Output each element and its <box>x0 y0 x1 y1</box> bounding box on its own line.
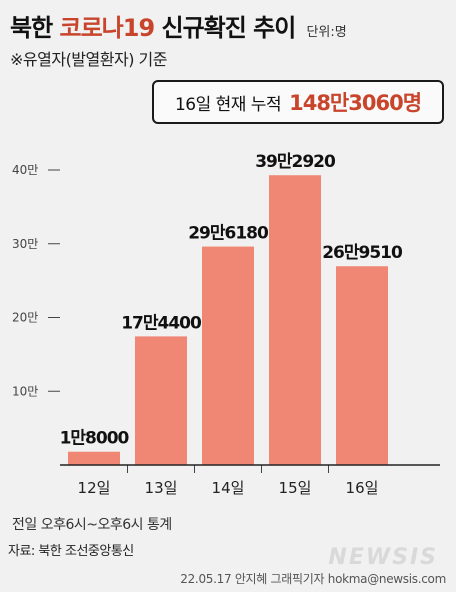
newsis-logo: NEWSIS <box>328 545 438 570</box>
chart-subtitle: ※유열자(발열환자) 기준 <box>10 50 167 69</box>
category-labels: 12일 13일 14일 15일 16일 <box>78 465 379 497</box>
bar-1 <box>68 451 120 465</box>
cumulative-total-value: 148만3060명 <box>289 91 422 115</box>
category-label-1: 12일 <box>78 479 111 497</box>
cumulative-total-label: 16일 현재 누적 <box>174 94 282 115</box>
bar-2 <box>135 336 187 465</box>
title-row: 북한 코로나19 신규확진 추이 단위:명 <box>10 8 347 43</box>
bar-chart: 10만 20만 30만 40만 1만8000 17만4400 29만6180 39만2920… <box>12 152 440 497</box>
cumulative-total-box: 16일 현재 누적 148만3060명 <box>152 80 444 124</box>
bars <box>68 175 388 465</box>
category-label-5: 16일 <box>346 479 379 497</box>
y-tick-label: 10만 <box>12 384 38 398</box>
unit-label: 단위:명 <box>306 25 347 40</box>
title-prefix: 북한 <box>10 14 60 42</box>
y-tick-label: 20만 <box>12 311 38 325</box>
credit-line: 22.05.17 안지혜 그래픽기자 hokma@newsis.com <box>180 572 446 586</box>
category-label-4: 15일 <box>279 479 312 497</box>
chart-title: 북한 코로나19 신규확진 추이 <box>10 14 297 42</box>
data-label-5: 26만9510 <box>322 243 403 263</box>
data-labels: 1만8000 17만4400 29만6180 39만2920 26만9510 <box>60 152 404 449</box>
title-highlight: 코로나19 <box>59 14 156 42</box>
bar-5 <box>336 266 388 465</box>
data-label-2: 17만4400 <box>121 313 202 333</box>
bar-4 <box>269 175 321 465</box>
bar-3 <box>202 246 254 465</box>
source-line: 자료: 북한 조선중앙통신 <box>8 544 134 559</box>
footnote: 전일 오후6시~오후6시 통계 <box>12 517 172 533</box>
data-label-1: 1만8000 <box>60 429 130 449</box>
category-label-3: 14일 <box>212 479 245 497</box>
y-tick-label: 30만 <box>12 237 38 251</box>
y-axis: 10만 20만 30만 40만 <box>12 163 60 398</box>
y-tick-label: 40만 <box>12 163 38 177</box>
title-suffix: 신규확진 추이 <box>154 14 297 42</box>
data-label-4: 39만2920 <box>255 152 336 172</box>
data-label-3: 29만6180 <box>188 224 269 244</box>
category-label-2: 13일 <box>145 479 178 497</box>
